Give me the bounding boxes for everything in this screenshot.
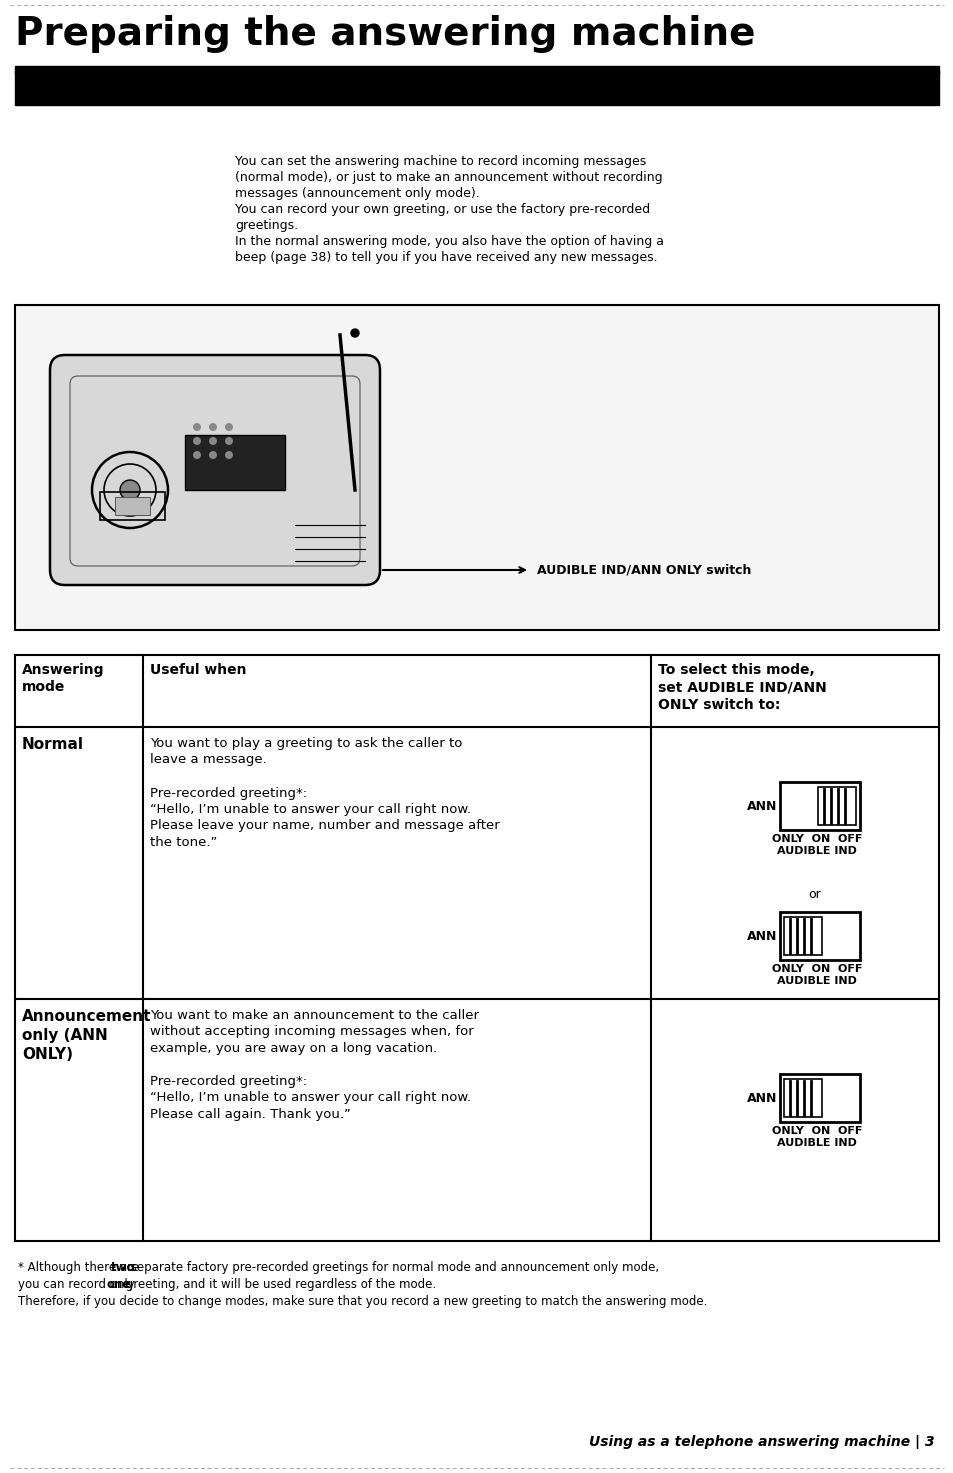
Bar — [780, 1074, 859, 1122]
Text: “Hello, I’m unable to answer your call right now.: “Hello, I’m unable to answer your call r… — [150, 1091, 471, 1105]
Text: without accepting incoming messages when, for: without accepting incoming messages when… — [150, 1025, 474, 1038]
Bar — [780, 782, 859, 829]
Bar — [100, 492, 165, 520]
Bar — [15, 305, 938, 630]
Text: ONLY  ON  OFF: ONLY ON OFF — [771, 1125, 862, 1136]
Text: ONLY  ON  OFF: ONLY ON OFF — [771, 963, 862, 974]
Text: * Although there are: * Although there are — [18, 1261, 143, 1274]
Bar — [783, 1080, 821, 1117]
Circle shape — [193, 423, 201, 432]
Text: greeting, and it will be used regardless of the mode.: greeting, and it will be used regardless… — [122, 1279, 436, 1290]
Text: messages (announcement only mode).: messages (announcement only mode). — [234, 187, 479, 200]
Text: ANN: ANN — [746, 800, 776, 813]
Bar — [817, 787, 855, 825]
Text: ONLY  ON  OFF: ONLY ON OFF — [771, 834, 862, 844]
Text: beep (page 38) to tell you if you have received any new messages.: beep (page 38) to tell you if you have r… — [234, 250, 657, 264]
Text: the tone.”: the tone.” — [150, 837, 217, 848]
Text: (normal mode), or just to make an announcement without recording: (normal mode), or just to make an announ… — [234, 171, 662, 184]
Circle shape — [225, 423, 233, 432]
Text: You want to make an announcement to the caller: You want to make an announcement to the … — [150, 1009, 478, 1022]
Text: ANN: ANN — [746, 1091, 776, 1105]
Text: AUDIBLE IND: AUDIBLE IND — [777, 977, 856, 985]
Circle shape — [225, 451, 233, 460]
Circle shape — [225, 437, 233, 445]
Text: or: or — [808, 888, 821, 901]
Text: Please call again. Thank you.”: Please call again. Thank you.” — [150, 1108, 351, 1121]
Text: Answering
mode: Answering mode — [22, 663, 105, 694]
Text: leave a message.: leave a message. — [150, 754, 267, 766]
Circle shape — [209, 451, 216, 460]
Bar — [185, 435, 285, 491]
Bar — [15, 66, 938, 74]
Text: two: two — [111, 1261, 135, 1274]
Text: Useful when: Useful when — [150, 663, 246, 678]
Circle shape — [209, 437, 216, 445]
Text: Normal: Normal — [22, 736, 84, 753]
FancyBboxPatch shape — [50, 355, 379, 585]
Text: you can record only: you can record only — [18, 1279, 138, 1290]
Circle shape — [351, 328, 358, 337]
Text: Announcement
only (ANN
ONLY): Announcement only (ANN ONLY) — [22, 1009, 152, 1062]
Bar — [780, 912, 859, 960]
Text: Pre-recorded greeting*:: Pre-recorded greeting*: — [150, 787, 307, 800]
Circle shape — [193, 437, 201, 445]
Text: Selecting the answering mode/types of greetings: Selecting the answering mode/types of gr… — [22, 108, 544, 127]
Text: Using as a telephone answering machine | 3: Using as a telephone answering machine |… — [589, 1435, 934, 1449]
Bar — [15, 71, 938, 105]
Bar — [783, 918, 821, 955]
Text: one: one — [107, 1279, 131, 1290]
Circle shape — [193, 451, 201, 460]
Text: “Hello, I’m unable to answer your call right now.: “Hello, I’m unable to answer your call r… — [150, 803, 471, 816]
Text: To select this mode,
set AUDIBLE IND/ANN
ONLY switch to:: To select this mode, set AUDIBLE IND/ANN… — [658, 663, 826, 711]
Text: Please leave your name, number and message after: Please leave your name, number and messa… — [150, 819, 499, 832]
Text: Preparing the answering machine: Preparing the answering machine — [15, 15, 755, 53]
Circle shape — [120, 480, 140, 499]
Text: ANN: ANN — [746, 929, 776, 943]
Text: You can set the answering machine to record incoming messages: You can set the answering machine to rec… — [234, 155, 645, 168]
Text: You want to play a greeting to ask the caller to: You want to play a greeting to ask the c… — [150, 736, 462, 750]
Circle shape — [209, 423, 216, 432]
Text: example, you are away on a long vacation.: example, you are away on a long vacation… — [150, 1041, 436, 1055]
Text: In the normal answering mode, you also have the option of having a: In the normal answering mode, you also h… — [234, 236, 663, 247]
Text: You can record your own greeting, or use the factory pre-recorded: You can record your own greeting, or use… — [234, 203, 649, 217]
Text: AUDIBLE IND: AUDIBLE IND — [777, 846, 856, 856]
Text: AUDIBLE IND/ANN ONLY switch: AUDIBLE IND/ANN ONLY switch — [537, 564, 751, 576]
Bar — [115, 496, 150, 516]
Text: greetings.: greetings. — [234, 219, 297, 233]
Text: separate factory pre-recorded greetings for normal mode and announcement only mo: separate factory pre-recorded greetings … — [127, 1261, 659, 1274]
Text: AUDIBLE IND: AUDIBLE IND — [777, 1139, 856, 1147]
Text: Pre-recorded greeting*:: Pre-recorded greeting*: — [150, 1075, 307, 1089]
Text: Therefore, if you decide to change modes, make sure that you record a new greeti: Therefore, if you decide to change modes… — [18, 1295, 706, 1308]
